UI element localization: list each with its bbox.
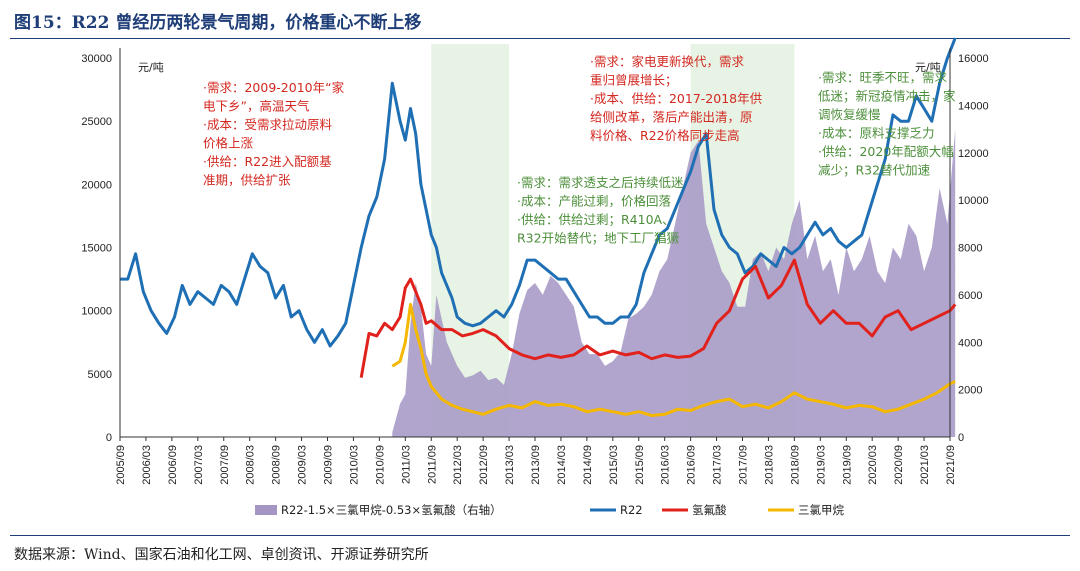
axes: 0 5000 10000 15000 20000 25000 30000 0 2000 4000 6…: [81, 48, 989, 485]
source-divider: [10, 535, 1070, 536]
x-tick-label: 2017/09: [738, 445, 750, 485]
line-series: [120, 37, 957, 417]
x-tick-label: 2014/09: [582, 445, 594, 485]
x-tick-label: 2009/03: [297, 445, 309, 485]
series-line-2: [391, 302, 956, 417]
annotation-line: ·供给：供给过剩；R410A、: [517, 212, 675, 227]
y-left-unit: 元/吨: [138, 61, 164, 74]
chart-title: 图15：R22 曾经历两轮景气周期，价格重心不断上移: [14, 13, 422, 33]
x-tick-label: 2015/09: [634, 445, 646, 485]
x-tick-label: 2014/03: [556, 445, 568, 485]
series-line-1: [359, 258, 957, 378]
legend-label: 三氯甲烷: [798, 503, 844, 517]
series-line-0: [120, 37, 957, 348]
x-tick-label: 2012/09: [478, 445, 490, 485]
annotation-line: ·需求：需求透支之后持续低迷: [517, 175, 684, 190]
x-tick-label: 2016/09: [686, 445, 698, 485]
y-left-tick-label: 30000: [81, 53, 112, 65]
annotation-line: 低迷；新冠疫情冲击，家: [818, 89, 956, 104]
x-tick-label: 2008/09: [271, 445, 283, 485]
x-tick-label: 2017/03: [712, 445, 724, 485]
annotation-line: 料价格、R22价格同步走高: [590, 128, 740, 143]
annotation-line: 准期，供给扩张: [203, 173, 291, 188]
y-left-tick-label: 15000: [81, 243, 112, 255]
x-tick-label: 2018/09: [789, 445, 801, 485]
x-tick-label: 2020/09: [893, 445, 905, 485]
x-tick-label: 2019/03: [815, 445, 827, 485]
x-tick-label: 2008/03: [245, 445, 257, 485]
title-divider: [10, 38, 1070, 39]
x-tick-label: 2006/03: [141, 445, 153, 485]
x-tick-label: 2011/03: [400, 445, 412, 484]
y-right-tick-label: 0: [958, 432, 964, 444]
x-tick-label: 2021/09: [945, 445, 957, 485]
y-right-tick-label: 6000: [958, 290, 982, 302]
annotation-line: ·需求：2009-2010年“家: [203, 80, 345, 95]
x-tick-label: 2013/09: [530, 445, 542, 485]
annotation-line: ·成本：原料支撑乏力: [818, 126, 934, 141]
annotation-line: 减少；R32替代加速: [818, 163, 931, 178]
x-tick-label: 2012/03: [452, 445, 464, 485]
annotation-line: ·供给：2020年配额大幅: [818, 144, 954, 159]
x-tick-label: 2018/03: [763, 445, 775, 485]
y-right-tick-label: 4000: [958, 337, 982, 349]
y-left-tick-label: 5000: [88, 369, 112, 381]
data-source: 数据来源：Wind、国家石油和化工网、卓创资讯、开源证券研究所: [14, 547, 429, 563]
y-right-tick-label: 8000: [958, 243, 982, 255]
annotation-line: 给侧改革，落后产能出清，原: [590, 110, 753, 125]
x-tick-label: 2006/09: [167, 445, 179, 485]
y-right-tick-label: 10000: [958, 195, 989, 207]
y-left-tick-label: 20000: [81, 179, 112, 191]
x-tick-label: 2007/03: [193, 445, 205, 485]
annotation-line: 调恢复缓慢: [818, 107, 881, 122]
legend: R22-1.5×三氯甲烷-0.53×氢氟酸（右轴） R22 氢氟酸 三氯甲烷: [255, 503, 844, 517]
annotation-line: R32开始替代；地下工厂猖獗: [517, 231, 680, 246]
x-tick-label: 2007/09: [219, 445, 231, 485]
legend-label: 氢氟酸: [692, 503, 727, 517]
y-left-tick-label: 0: [106, 432, 112, 444]
legend-swatch: [255, 505, 277, 515]
annotation-line: ·需求：家电更新换代，需求: [590, 54, 744, 69]
y-left-tick-label: 25000: [81, 116, 112, 128]
x-tick-label: 2016/03: [660, 445, 672, 485]
x-tick-label: 2011/09: [426, 445, 438, 484]
x-tick-label: 2010/09: [374, 445, 386, 485]
annotation-line: ·成本：产能过剩，价格回落: [517, 194, 671, 209]
area-series: [392, 129, 956, 437]
legend-label: R22: [620, 503, 643, 517]
x-tick-label: 2010/03: [348, 445, 360, 485]
annotation-1: ·需求：需求透支之后持续低迷 ·成本：产能过剩，价格回落 ·供给：供给过剩；R410…: [517, 175, 684, 246]
x-tick-label: 2005/09: [115, 445, 127, 485]
annotation-line: ·需求：旺季不旺，需求: [818, 70, 947, 85]
annotation-line: 电下乡”，高温天气: [203, 99, 310, 114]
x-tick-label: 2019/09: [841, 445, 853, 485]
y-left-tick-label: 10000: [81, 306, 112, 318]
annotation-line: ·成本、供给：2017-2018年供: [590, 91, 762, 106]
annotation-line: ·供给：R22进入配额基: [203, 154, 332, 169]
x-tick-label: 2015/03: [608, 445, 620, 485]
annotation-line: 价格上涨: [203, 136, 254, 151]
x-tick-label: 2020/03: [867, 445, 879, 485]
annotation-line: ·成本：受需求拉动原料: [203, 117, 332, 132]
y-right-tick-label: 2000: [958, 385, 982, 397]
x-tick-label: 2021/03: [919, 445, 931, 485]
x-tick-label: 2009/09: [323, 445, 335, 485]
legend-label: R22-1.5×三氯甲烷-0.53×氢氟酸（右轴）: [281, 503, 502, 517]
y-right-unit: 元/吨: [915, 61, 941, 74]
y-right-tick-label: 14000: [958, 100, 989, 112]
annotation-line: 重归曾展增长；: [590, 73, 678, 88]
x-tick-label: 2013/03: [504, 445, 516, 485]
y-right-tick-label: 12000: [958, 148, 989, 160]
y-right-tick-label: 16000: [958, 53, 989, 65]
series-area-spread: [392, 129, 956, 437]
